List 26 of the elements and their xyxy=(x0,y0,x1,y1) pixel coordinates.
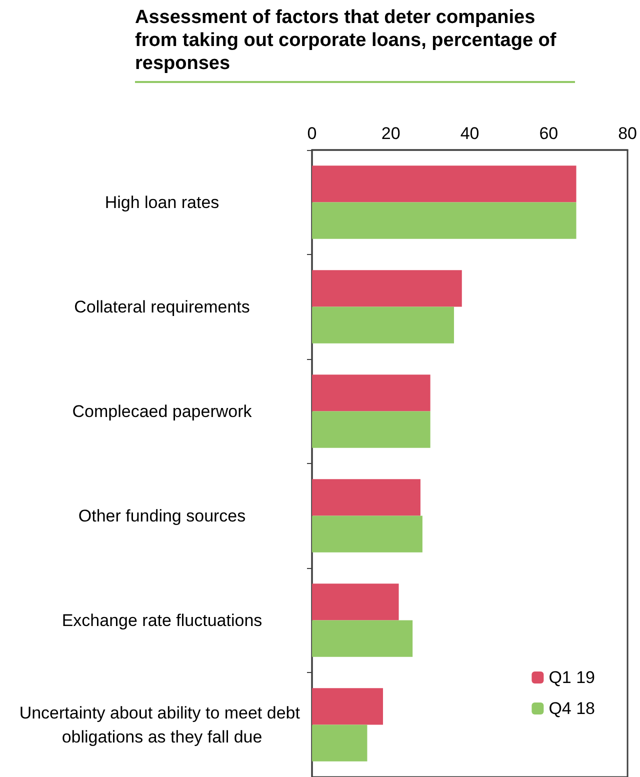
y-tick-label: Collateral requirements xyxy=(74,297,250,316)
x-tick-label: 40 xyxy=(460,124,480,143)
chart-title: Assessment of factors that deter companies from taking out corporate loans, percentage of responses xyxy=(135,6,575,83)
bar xyxy=(312,516,422,552)
bar xyxy=(312,306,454,344)
bar xyxy=(312,202,576,239)
bar xyxy=(312,584,399,620)
bar xyxy=(312,688,383,725)
y-tick-label: High loan rates xyxy=(104,192,220,212)
bar xyxy=(312,166,576,202)
bar xyxy=(312,620,413,657)
y-tick-label: Other funding sources xyxy=(78,506,246,526)
y-tick-label: Complecaed paperwork xyxy=(72,402,252,421)
legend-label: Q1 19 xyxy=(548,668,595,687)
y-tick-label: Exchange rate fluctuations xyxy=(62,610,262,630)
bar xyxy=(312,270,462,307)
legend-label: Q4 18 xyxy=(548,699,595,718)
x-tick-label: 80 xyxy=(618,124,638,143)
bar xyxy=(312,479,420,516)
bar xyxy=(312,411,430,448)
bar xyxy=(312,724,368,762)
y-tick-label: Uncertainty about ability to meet debt obligations as they fall due xyxy=(19,703,305,746)
x-tick-label: 0 xyxy=(307,124,317,143)
bar xyxy=(312,374,430,412)
x-tick-label: 60 xyxy=(539,124,558,143)
x-tick-label: 20 xyxy=(381,124,400,143)
